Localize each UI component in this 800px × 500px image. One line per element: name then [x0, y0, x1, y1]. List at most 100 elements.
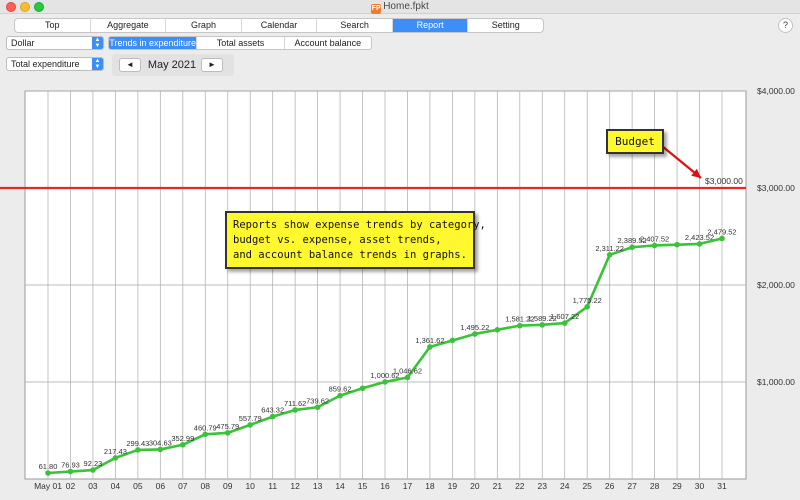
- current-month-label: May 2021: [147, 59, 197, 71]
- tab-report[interactable]: Report: [392, 19, 469, 32]
- x-tick-label: 19: [448, 481, 458, 491]
- tab-top[interactable]: Top: [15, 19, 91, 32]
- report-subtab-bar: Trends in expenditure Total assets Accou…: [108, 36, 372, 50]
- x-tick-label: 31: [717, 481, 727, 491]
- tab-search[interactable]: Search: [317, 19, 393, 32]
- data-point: [517, 322, 523, 329]
- data-label: 2,479.52: [707, 227, 736, 236]
- x-tick-label: 05: [133, 481, 143, 491]
- data-label: 92.23: [84, 459, 103, 468]
- budget-line-label: $3,000.00: [705, 176, 743, 186]
- data-label: 352.99: [171, 434, 194, 443]
- data-point: [292, 407, 298, 413]
- data-label: 61.80: [39, 462, 58, 471]
- data-point: [90, 467, 96, 473]
- subtab-account-balance[interactable]: Account balance: [294, 38, 362, 48]
- close-window-button[interactable]: [6, 2, 16, 12]
- x-tick-label: 24: [560, 481, 570, 491]
- report-type-select[interactable]: Total expenditure ▲ ▼: [6, 57, 104, 71]
- chevron-updown-icon: ▲ ▼: [92, 37, 103, 49]
- data-label: 1,495.22: [460, 323, 489, 332]
- arrow-head-icon: [691, 168, 701, 178]
- x-tick-label: 11: [268, 481, 277, 491]
- help-button[interactable]: ?: [778, 18, 793, 33]
- currency-select-value: Dollar: [11, 38, 35, 48]
- info-callout: Reports show expense trends by category,…: [225, 211, 486, 269]
- chevron-updown-icon: ▲ ▼: [92, 58, 103, 70]
- x-tick-label: 06: [156, 481, 166, 491]
- previous-month-button[interactable]: ◄: [119, 58, 141, 72]
- expenditure-trend-chart: $1,000.00 $2,000.00 $3,000.00 $4,000.00 May …: [0, 86, 795, 491]
- data-label: 217.43: [104, 447, 127, 456]
- data-label: 2,389.52: [618, 236, 647, 245]
- x-tick-label: 23: [538, 481, 548, 491]
- data-point: [67, 468, 74, 475]
- data-point: [224, 430, 231, 436]
- x-tick-label: May 01: [34, 481, 62, 491]
- report-type-select-value: Total expenditure: [11, 59, 80, 69]
- data-label: 1,607.22: [550, 312, 579, 321]
- x-tick-label: 27: [627, 481, 637, 491]
- data-point: [629, 244, 635, 251]
- data-point: [674, 241, 680, 248]
- zoom-window-button[interactable]: [34, 2, 44, 12]
- data-point: [449, 337, 456, 344]
- data-point: [494, 326, 501, 333]
- x-tick-label: 28: [650, 481, 660, 491]
- data-label: 1,589.22: [528, 314, 557, 323]
- tab-setting[interactable]: Setting: [491, 20, 520, 30]
- data-label: 557.79: [239, 414, 262, 423]
- tab-aggregate[interactable]: Aggregate: [91, 19, 167, 32]
- data-point: [269, 413, 276, 420]
- tab-graph[interactable]: Graph: [166, 19, 242, 32]
- subtab-trends-in-expenditure[interactable]: Trends in expenditure: [109, 37, 198, 49]
- x-tick-label: 22: [515, 481, 525, 491]
- month-navigator: ◄ May 2021 ►: [112, 54, 234, 76]
- subtab-total-assets[interactable]: Total assets: [197, 37, 285, 49]
- minimize-window-button[interactable]: [20, 2, 30, 12]
- data-label: 2,311.22: [595, 244, 624, 253]
- data-point: [45, 470, 51, 476]
- data-point: [135, 447, 141, 453]
- currency-select[interactable]: Dollar ▲ ▼: [6, 36, 104, 50]
- data-point: [651, 242, 658, 249]
- data-point: [404, 374, 411, 381]
- y-tick-label: $1,000.00: [757, 377, 795, 387]
- data-label: 711.62: [284, 399, 306, 408]
- y-tick-label: $3,000.00: [757, 183, 795, 193]
- x-tick-label: 16: [380, 481, 390, 491]
- data-point: [696, 241, 703, 247]
- data-point: [539, 322, 546, 328]
- data-point: [472, 331, 478, 337]
- x-tick-label: 12: [290, 481, 300, 491]
- data-label: 1,581.22: [505, 315, 534, 324]
- data-point: [561, 320, 568, 326]
- x-tick-label: 21: [493, 481, 503, 491]
- budget-callout-text: Budget: [615, 135, 655, 148]
- data-label: 1,046.62: [393, 366, 422, 375]
- x-tick-label: 25: [582, 481, 592, 491]
- next-month-button[interactable]: ►: [201, 58, 223, 72]
- budget-callout: Budget: [606, 129, 664, 154]
- x-tick-label: 30: [695, 481, 705, 491]
- data-label: 2,407.52: [640, 234, 669, 243]
- data-label: 1,361.62: [415, 336, 444, 345]
- x-tick-label: 13: [313, 481, 323, 491]
- y-tick-label: $2,000.00: [757, 280, 795, 290]
- data-label: 2,423.52: [685, 233, 714, 242]
- info-callout-line: and account balance trends in graphs.: [233, 249, 467, 261]
- info-callout-line: budget vs. expense, asset trends,: [233, 234, 442, 246]
- tab-calendar[interactable]: Calendar: [242, 19, 318, 32]
- main-tab-bar: Top Aggregate Graph Calendar Search Repo…: [14, 18, 544, 33]
- data-label: 739.62: [306, 396, 329, 405]
- x-tick-label: 04: [111, 481, 121, 491]
- data-label: 1,775.22: [573, 296, 602, 305]
- data-point: [382, 379, 388, 385]
- x-tick-label: 20: [470, 481, 480, 491]
- x-tick-label: 29: [672, 481, 682, 491]
- data-point: [112, 455, 119, 461]
- x-tick-label: 03: [88, 481, 98, 491]
- data-point: [337, 392, 343, 399]
- data-point: [584, 304, 590, 310]
- data-point: [247, 422, 253, 428]
